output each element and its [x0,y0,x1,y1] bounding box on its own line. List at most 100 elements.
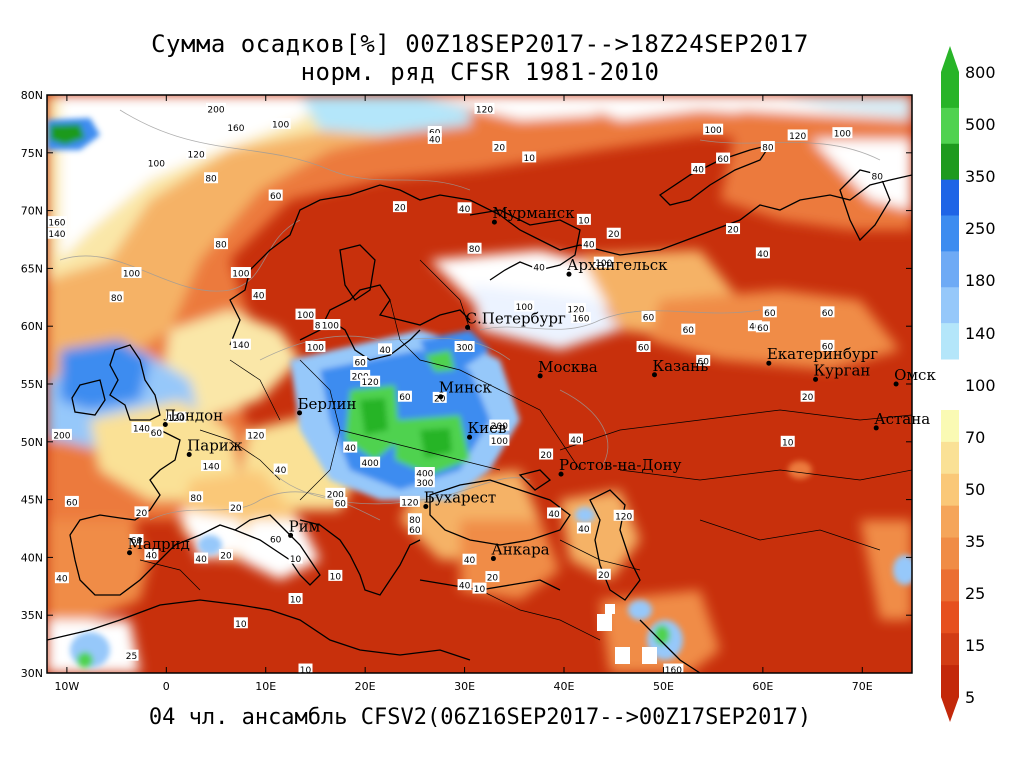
contour-label-bg [565,302,586,314]
contour-label: 40 [146,552,158,562]
contour-label: 20 [230,504,242,514]
colorbar-top-arrow [941,46,959,72]
contour-label: 100 [516,303,533,313]
city-dot [651,372,657,378]
contour-label: 60 [697,357,709,367]
contour-label-bg [641,310,656,322]
contour-label: 60 [354,359,366,369]
colorbar-swatch [941,441,959,475]
contour-label: 10 [300,666,312,676]
contour-label-bg [832,127,853,139]
colorbar-swatch [941,601,959,634]
contour-label-bg [233,617,248,629]
contour-label-bg [201,460,222,472]
contour-label: 10 [330,572,342,582]
contour-label: 60 [151,429,163,439]
contour-label: 100 [123,270,140,280]
colorbar-label: 500 [965,115,996,134]
contour-label: 20 [434,394,446,404]
contour-label: 40 [693,165,705,175]
contour-label: 40 [275,466,287,476]
contour-label-bg [696,354,711,366]
contour-label: 20 [540,451,552,461]
contour-label: 140 [232,341,249,351]
contour-label: 40 [570,436,582,446]
colorbar-swatch [941,537,959,570]
contour-label: 20 [494,144,506,154]
colorbar-bottom-arrow [941,697,959,722]
contour-label: 120 [401,498,418,508]
contour-label: 100 [297,311,314,321]
contour-label-bg [225,121,246,133]
colorbar-swatch [941,410,959,443]
city-label: Астана [874,410,930,428]
contour-label: 120 [168,414,185,424]
contour-label: 60 [822,309,834,319]
contour-label-bg [474,102,495,114]
contour-label: 10 [578,216,590,226]
contour-label: 20 [608,230,620,240]
contour-label-bg [47,216,67,228]
city-label: Екатеринбург [767,345,878,363]
city-dot [491,219,497,225]
contour-label-bg [206,102,227,114]
contour-label-bg [144,549,159,561]
lat-tick-label: 60N [21,320,43,333]
contour-label-bg [703,123,724,135]
contour-label: 100 [491,437,508,447]
contour-label: 40 [459,582,471,592]
contour-label: 120 [789,132,806,142]
contour-label-bg [414,467,435,479]
contour-label-bg [485,571,500,583]
colorbar-swatch [941,143,959,181]
colorbar-label: 25 [965,584,985,603]
contour-label: 140 [133,424,150,434]
coastline [47,143,912,673]
city-dot [537,373,543,379]
contour-label-bg [166,411,187,423]
contour-label: 80 [871,172,883,182]
contour-label: 60 [643,313,655,323]
contour-label: 40 [464,556,476,566]
contour-label: 80 [111,294,123,304]
contour-label: 80 [205,175,217,185]
contour-label-bg [121,267,142,279]
contour-label: 120 [567,305,584,315]
city-dot [893,381,899,387]
contour-label-bg [134,506,149,518]
map-title-line1: Сумма осадков[%] 00Z18SEP2017-->18Z24SEP… [151,30,809,58]
contour-label: 20 [727,226,739,236]
contour-label-bg [760,141,775,153]
contour-label: 10 [782,438,794,448]
contour-label-bg [514,300,535,312]
contour-label-bg [333,497,348,509]
colorbar-swatch [941,633,959,666]
contour-label: 60 [764,309,776,319]
city-label: Мурманск [492,204,575,222]
city-dot [558,471,564,477]
lat-tick-label: 75N [21,147,43,160]
contour-label-bg [295,308,316,320]
contour-label-bg [194,552,209,564]
city-label: Анкара [491,541,549,559]
colorbar-swatch [941,323,959,360]
contour-label: 60 [757,324,769,334]
city-dot [423,504,429,510]
contour-label-bg [522,151,537,163]
contour-label: 80 [469,245,481,255]
contour-label-bg [492,141,507,153]
contour-label-bg [489,419,510,431]
lat-tick-label: 55N [21,378,43,391]
contour-label: 80 [409,516,421,526]
contour-label: 60 [66,498,78,508]
contour-label-bg [716,152,731,164]
city-dot [288,532,294,538]
contour-label-bg [268,189,283,201]
contour-label-bg [568,433,583,445]
contour-label: 60 [270,192,282,202]
contour-label: 40 [459,205,471,215]
contour-label-bg [305,341,326,353]
contour-label: 120 [188,150,205,160]
contour-label-bg [320,319,341,331]
contour-label-bg [681,323,696,335]
